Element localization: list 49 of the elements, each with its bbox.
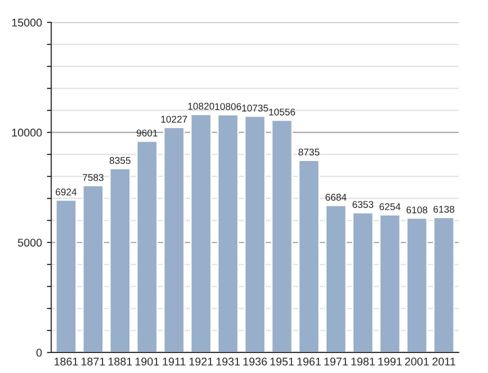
data-label: 6108 <box>406 206 428 214</box>
x-tick-label: 1991 <box>378 358 402 366</box>
x-tick-label: 1861 <box>54 358 78 366</box>
bar <box>163 126 185 352</box>
bar <box>298 160 320 352</box>
data-label: 8735 <box>298 148 320 156</box>
x-tick-label: 2011 <box>432 358 456 366</box>
data-label: 7583 <box>82 174 104 181</box>
data-label: 6684 <box>326 194 346 201</box>
x-tick-label: 1901 <box>136 358 159 366</box>
x-tick-label: 1961 <box>297 358 321 366</box>
y-tick-label: 15000 <box>12 18 42 27</box>
bar <box>217 114 239 352</box>
bar <box>271 119 293 352</box>
bar <box>244 116 266 352</box>
bar <box>109 168 131 352</box>
data-label: 9601 <box>136 130 158 136</box>
data-label: 10735 <box>242 104 268 112</box>
data-label: 10820 <box>188 102 214 110</box>
data-label: 6138 <box>434 206 454 213</box>
x-tick-label: 1971 <box>324 358 348 366</box>
bar <box>379 214 401 352</box>
data-label: 6924 <box>56 188 77 196</box>
bar <box>190 114 212 352</box>
x-tick-label: 1951 <box>270 358 294 366</box>
bar <box>136 140 158 352</box>
x-tick-label: 1911 <box>162 358 186 366</box>
data-label: 6353 <box>352 201 374 208</box>
x-tick-label: 1936 <box>243 358 267 366</box>
x-tick-label: 1881 <box>108 358 132 366</box>
x-tick-label: 1921 <box>190 358 213 366</box>
bar <box>406 217 428 352</box>
data-label: 10556 <box>269 108 296 116</box>
x-tick-label: 1931 <box>216 358 240 366</box>
bar <box>433 216 455 352</box>
y-tick-label: 10000 <box>12 128 42 137</box>
bar <box>82 184 104 352</box>
bar <box>352 212 374 352</box>
y-tick-label: 5000 <box>18 238 42 247</box>
x-tick-label: 1871 <box>82 358 105 366</box>
bar <box>55 199 77 352</box>
x-tick-label: 1981 <box>351 358 375 366</box>
x-tick-label: 2001 <box>405 358 429 366</box>
data-label: 10227 <box>161 116 188 123</box>
bar <box>325 204 347 352</box>
data-label: 8355 <box>110 157 130 164</box>
data-label: 6254 <box>380 203 400 210</box>
data-label: 10806 <box>215 103 242 110</box>
y-tick-label: 0 <box>36 348 42 357</box>
